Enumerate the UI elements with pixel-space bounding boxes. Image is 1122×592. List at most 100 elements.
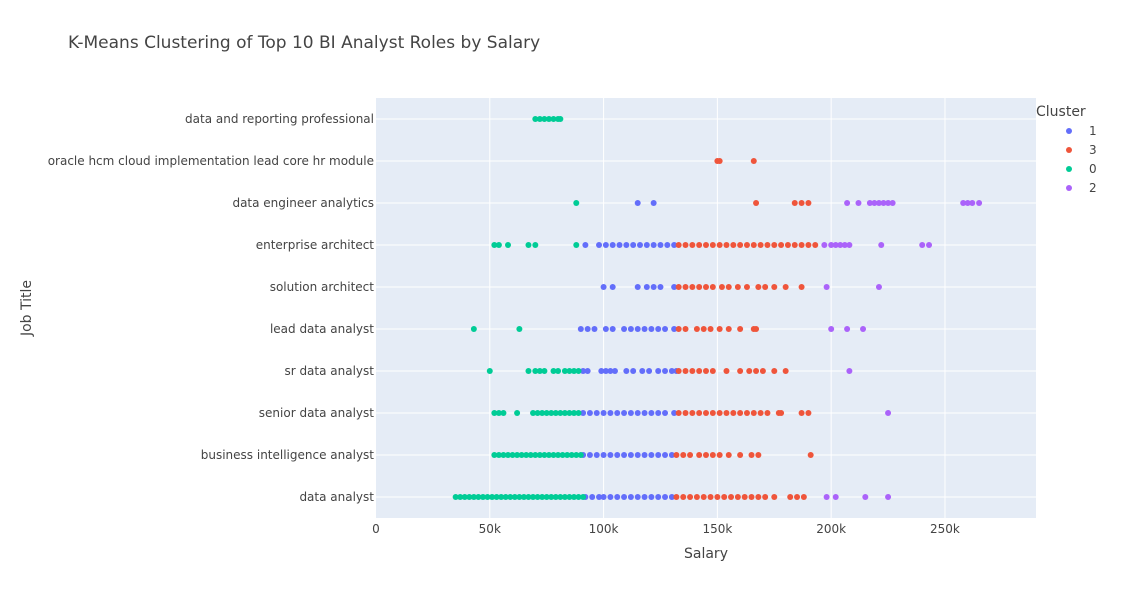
data-point bbox=[709, 410, 716, 416]
data-point bbox=[643, 284, 650, 290]
data-point bbox=[609, 284, 616, 290]
plot-area bbox=[376, 98, 1036, 518]
data-point bbox=[878, 242, 885, 248]
data-point bbox=[703, 242, 709, 248]
data-point bbox=[505, 452, 511, 458]
data-point bbox=[703, 284, 709, 290]
data-point bbox=[573, 452, 580, 458]
data-point bbox=[696, 410, 703, 416]
y-tick-label: solution architect bbox=[270, 280, 375, 294]
data-point bbox=[716, 242, 723, 248]
data-point bbox=[539, 410, 546, 416]
data-point bbox=[564, 452, 571, 458]
data-point bbox=[734, 494, 741, 500]
data-point bbox=[823, 494, 830, 500]
data-point bbox=[655, 410, 662, 416]
data-point bbox=[525, 494, 532, 500]
data-point bbox=[771, 494, 778, 500]
data-point bbox=[919, 242, 926, 248]
legend-title: Cluster bbox=[1036, 104, 1086, 120]
data-point bbox=[600, 452, 607, 458]
data-point bbox=[741, 494, 748, 500]
data-point bbox=[484, 494, 491, 500]
data-point bbox=[673, 452, 680, 458]
data-point bbox=[682, 368, 689, 374]
data-point bbox=[634, 452, 641, 458]
data-point bbox=[764, 410, 771, 416]
data-point bbox=[885, 200, 892, 206]
data-point bbox=[757, 410, 764, 416]
data-point bbox=[846, 368, 853, 374]
legend: Cluster 1 3 0 2 bbox=[1036, 104, 1097, 195]
data-point bbox=[627, 494, 634, 500]
data-point bbox=[475, 494, 482, 500]
data-point bbox=[596, 494, 603, 500]
data-point bbox=[637, 242, 643, 248]
data-point bbox=[575, 368, 582, 374]
data-point bbox=[509, 452, 516, 458]
data-point bbox=[536, 452, 543, 458]
data-point bbox=[555, 452, 562, 458]
data-point bbox=[680, 494, 687, 500]
data-point bbox=[798, 410, 805, 416]
data-point bbox=[696, 368, 703, 374]
data-point bbox=[703, 368, 709, 374]
data-point bbox=[682, 284, 689, 290]
data-point bbox=[641, 410, 648, 416]
data-point bbox=[673, 494, 680, 500]
data-point bbox=[650, 200, 657, 206]
data-point bbox=[577, 326, 584, 332]
data-point bbox=[566, 368, 573, 374]
data-point bbox=[737, 326, 744, 332]
data-point bbox=[703, 452, 709, 458]
data-point bbox=[561, 368, 568, 374]
data-point bbox=[571, 494, 577, 500]
data-point bbox=[716, 410, 723, 416]
data-point bbox=[607, 410, 614, 416]
data-point bbox=[737, 242, 744, 248]
data-point bbox=[621, 410, 628, 416]
data-points bbox=[452, 116, 983, 500]
data-point bbox=[730, 410, 737, 416]
data-point bbox=[753, 326, 760, 332]
x-axis-title: Salary bbox=[684, 546, 728, 562]
legend-label: 1 bbox=[1089, 124, 1097, 138]
x-tick-labels: 0 50k 100k 150k 200k 250k bbox=[372, 522, 960, 536]
data-point bbox=[778, 242, 785, 248]
data-point bbox=[671, 410, 678, 416]
data-point bbox=[671, 326, 678, 332]
data-point bbox=[552, 410, 559, 416]
data-point bbox=[709, 284, 716, 290]
data-point bbox=[532, 242, 539, 248]
data-point bbox=[737, 452, 744, 458]
data-point bbox=[541, 368, 548, 374]
data-point bbox=[532, 452, 539, 458]
data-point bbox=[875, 284, 882, 290]
data-point bbox=[759, 368, 766, 374]
data-point bbox=[593, 410, 600, 416]
data-point bbox=[461, 494, 468, 500]
data-point bbox=[716, 326, 723, 332]
legend-label: 0 bbox=[1089, 162, 1097, 176]
data-point bbox=[600, 494, 607, 500]
data-point bbox=[545, 116, 552, 122]
data-point bbox=[871, 200, 878, 206]
data-point bbox=[855, 200, 862, 206]
data-point bbox=[700, 494, 707, 500]
data-point bbox=[885, 494, 892, 500]
data-point bbox=[607, 452, 614, 458]
data-point bbox=[750, 158, 757, 164]
data-point bbox=[523, 452, 530, 458]
data-point bbox=[750, 410, 757, 416]
data-point bbox=[725, 326, 732, 332]
data-point bbox=[662, 368, 669, 374]
data-point bbox=[718, 284, 725, 290]
data-point bbox=[682, 410, 689, 416]
data-point bbox=[591, 326, 598, 332]
data-point bbox=[566, 410, 573, 416]
data-point bbox=[600, 284, 607, 290]
data-point bbox=[798, 242, 805, 248]
data-point bbox=[725, 284, 732, 290]
data-point bbox=[505, 242, 511, 248]
data-point bbox=[743, 410, 750, 416]
